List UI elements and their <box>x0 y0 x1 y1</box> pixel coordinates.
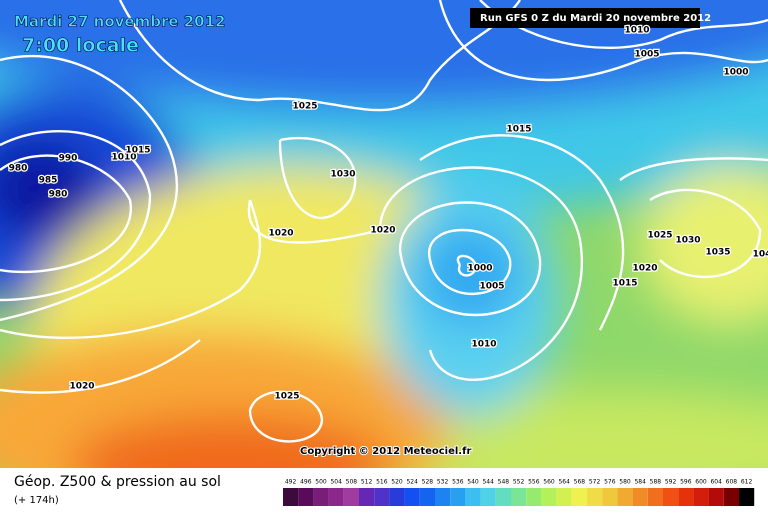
isobar-label: 1020 <box>632 264 657 274</box>
scale-label: 556 <box>528 479 540 486</box>
isobar-label: 990 <box>59 154 78 164</box>
scale-cell <box>404 488 420 506</box>
scale-cell <box>571 488 587 506</box>
isobar-label: 1015 <box>125 146 150 156</box>
isobar-label: 1005 <box>634 50 659 60</box>
run-box <box>470 8 700 28</box>
scale-label: 504 <box>330 479 342 486</box>
scale-cell <box>663 488 679 506</box>
scale-cell <box>556 488 572 506</box>
scale-cell <box>328 488 344 506</box>
scale-cell <box>511 488 527 506</box>
isobar-label: 1005 <box>479 282 504 292</box>
isobar-label: 1025 <box>274 392 299 402</box>
scale-cell <box>313 488 329 506</box>
scale-label: 592 <box>665 479 677 486</box>
run-info: Run GFS 0 Z du Mardi 20 novembre 2012 <box>480 13 711 24</box>
scale-label: 600 <box>695 479 707 486</box>
isobar-label: 1015 <box>612 279 637 289</box>
isobar-label: 1010 <box>471 340 496 350</box>
scale-label: 588 <box>650 479 662 486</box>
isobar-label: 1030 <box>675 236 700 246</box>
scale-cell <box>587 488 603 506</box>
scale-cell <box>359 488 375 506</box>
scale-cell <box>647 488 663 506</box>
scale-label: 544 <box>482 479 494 486</box>
scale-cell <box>602 488 618 506</box>
scale-cell <box>739 488 755 506</box>
scale-cell <box>723 488 739 506</box>
scale-cell <box>708 488 724 506</box>
scale-cell <box>450 488 466 506</box>
scale-cell <box>343 488 359 506</box>
isobar-label: 1015 <box>506 125 531 135</box>
scale-label: 576 <box>604 479 616 486</box>
scale-label: 580 <box>619 479 631 486</box>
isobar-label: 1020 <box>268 229 293 239</box>
scale-label: 496 <box>300 479 312 486</box>
isobar-label: 1010 <box>624 26 649 36</box>
scale-label: 560 <box>543 479 555 486</box>
scale-cell <box>632 488 648 506</box>
scale-label: 528 <box>422 479 434 486</box>
isobar-label: 104 <box>753 250 768 260</box>
isobar-label: 1000 <box>467 264 492 274</box>
scale-cell <box>389 488 405 506</box>
scale-label: 552 <box>513 479 525 486</box>
scale-label: 572 <box>589 479 601 486</box>
scale-cell <box>617 488 633 506</box>
scale-label: 564 <box>558 479 570 486</box>
scale-cell <box>526 488 542 506</box>
isobar-label: 1000 <box>723 68 748 78</box>
scale-label: 532 <box>437 479 449 486</box>
scale-label: 548 <box>498 479 510 486</box>
scale-cell <box>495 488 511 506</box>
isobar-label: 1020 <box>370 226 395 236</box>
scale-cell <box>678 488 694 506</box>
scale-cell <box>465 488 481 506</box>
forecast-lead: (+ 174h) <box>14 495 59 506</box>
scale-label: 524 <box>406 479 418 486</box>
valid-date: Mardi 27 novembre 2012 <box>14 13 226 31</box>
scale-cell <box>419 488 435 506</box>
scale-label: 536 <box>452 479 464 486</box>
isobar-label: 980 <box>49 190 68 200</box>
valid-time: 7:00 locale <box>22 35 139 57</box>
scale-cell <box>480 488 496 506</box>
scale-label: 500 <box>315 479 327 486</box>
scale-cell <box>298 488 314 506</box>
isobar-label: 1020 <box>69 382 94 392</box>
scale-cell <box>541 488 557 506</box>
scale-cell <box>374 488 390 506</box>
scale-label: 608 <box>726 479 738 486</box>
scale-label: 508 <box>346 479 358 486</box>
scale-label: 612 <box>741 479 753 486</box>
color-scale: 492 496 500 504 508 512 516 520 524 528 532 536 540 5… <box>283 479 755 506</box>
isobar-label: 985 <box>39 176 58 186</box>
scale-label: 540 <box>467 479 479 486</box>
scale-cell <box>693 488 709 506</box>
scale-label: 596 <box>680 479 692 486</box>
scale-label: 492 <box>285 479 297 486</box>
scale-label: 604 <box>710 479 722 486</box>
scale-label: 584 <box>634 479 646 486</box>
scale-cell <box>283 488 299 506</box>
legend-title: Géop. Z500 & pression au sol <box>14 474 221 490</box>
scale-label: 512 <box>361 479 373 486</box>
scale-cell <box>435 488 451 506</box>
scale-label: 568 <box>574 479 586 486</box>
isobar-label: 1035 <box>705 248 730 258</box>
isobar-label: 1030 <box>330 170 355 180</box>
isobar-label: 1025 <box>647 231 672 241</box>
copyright: Copyright © 2012 Meteociel.fr <box>300 446 471 457</box>
isobar-label: 1010 <box>111 153 136 163</box>
scale-label: 520 <box>391 479 403 486</box>
isobar-label: 1025 <box>292 102 317 112</box>
isobar-label: 980 <box>9 164 28 174</box>
scale-label: 516 <box>376 479 388 486</box>
